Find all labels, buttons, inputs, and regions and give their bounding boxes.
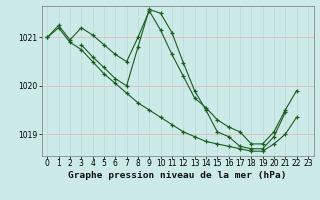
X-axis label: Graphe pression niveau de la mer (hPa): Graphe pression niveau de la mer (hPa) bbox=[68, 171, 287, 180]
